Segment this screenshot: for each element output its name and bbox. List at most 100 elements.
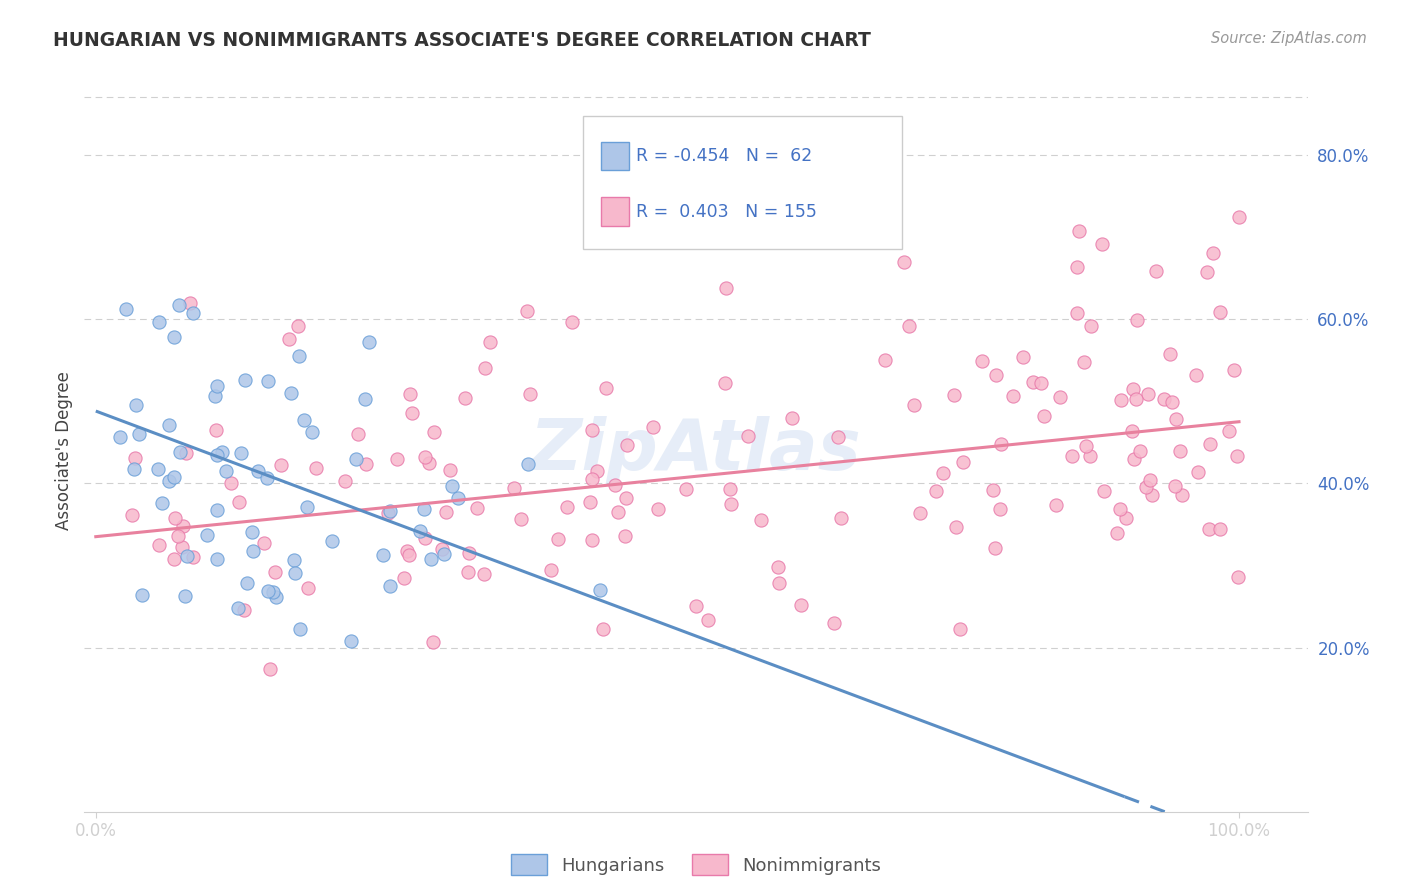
Point — [1115, 511, 1137, 525]
Point — [942, 388, 965, 402]
Point — [183, 550, 205, 565]
Point — [595, 381, 617, 395]
Point — [1062, 449, 1084, 463]
Point — [169, 445, 191, 459]
Point — [157, 417, 180, 432]
Point — [766, 559, 789, 574]
Point — [176, 549, 198, 564]
Point — [1218, 424, 1240, 438]
Point — [540, 563, 562, 577]
Point — [1001, 389, 1024, 403]
Point — [398, 387, 420, 401]
Point — [1066, 260, 1088, 274]
Point — [1128, 444, 1150, 458]
Y-axis label: Associate's Degree: Associate's Degree — [55, 371, 73, 530]
Point — [413, 450, 436, 464]
Point — [1137, 387, 1160, 401]
Point — [519, 387, 541, 401]
Point — [433, 548, 456, 562]
Point — [297, 500, 319, 514]
Point — [1164, 479, 1187, 493]
Point — [737, 429, 759, 443]
Point — [1073, 355, 1095, 369]
Point — [1049, 390, 1071, 404]
Point — [233, 373, 256, 387]
Point — [581, 423, 603, 437]
Point — [259, 662, 281, 676]
Point — [614, 529, 637, 543]
Point — [516, 304, 538, 318]
Point — [287, 318, 309, 333]
Point — [1226, 570, 1249, 584]
Point — [284, 566, 307, 581]
Point — [422, 425, 444, 440]
Point — [378, 579, 401, 593]
Point — [148, 314, 170, 328]
Point — [157, 475, 180, 489]
Point — [1140, 488, 1163, 502]
Point — [581, 472, 603, 486]
Point — [585, 464, 607, 478]
Point — [242, 543, 264, 558]
Point — [359, 334, 381, 349]
Point — [1164, 412, 1187, 426]
Point — [262, 585, 284, 599]
Point — [1078, 450, 1101, 464]
Point — [1109, 392, 1132, 407]
Point — [439, 462, 461, 476]
Point — [641, 420, 664, 434]
Point — [1125, 392, 1147, 407]
Point — [1226, 449, 1249, 463]
Point — [1105, 526, 1128, 541]
Point — [131, 588, 153, 602]
Point — [616, 437, 638, 451]
Point — [1144, 263, 1167, 277]
Point — [685, 599, 707, 614]
Point — [547, 532, 569, 546]
Point — [1227, 210, 1250, 224]
Point — [396, 543, 419, 558]
Point — [434, 505, 457, 519]
Point — [903, 398, 925, 412]
Point — [925, 484, 948, 499]
Point — [981, 483, 1004, 497]
Point — [517, 457, 540, 471]
Point — [163, 551, 186, 566]
Point — [675, 482, 697, 496]
Point — [1209, 305, 1232, 319]
Point — [592, 622, 614, 636]
Point — [1080, 319, 1102, 334]
Point — [354, 457, 377, 471]
Point — [1168, 444, 1191, 458]
Point — [128, 427, 150, 442]
Text: R = -0.454   N =  62: R = -0.454 N = 62 — [637, 147, 813, 165]
Point — [181, 306, 204, 320]
Point — [1223, 363, 1246, 377]
Point — [1092, 484, 1115, 499]
Point — [830, 510, 852, 524]
Point — [952, 455, 974, 469]
Point — [335, 474, 357, 488]
Point — [1153, 392, 1175, 406]
Point — [413, 531, 436, 545]
Point — [465, 501, 488, 516]
Point — [398, 548, 420, 562]
Point — [768, 575, 790, 590]
Text: R =  0.403   N = 155: R = 0.403 N = 155 — [637, 202, 817, 220]
Point — [401, 406, 423, 420]
Legend: Hungarians, Nonimmigrants: Hungarians, Nonimmigrants — [503, 847, 889, 882]
Point — [1012, 350, 1035, 364]
Text: HUNGARIAN VS NONIMMIGRANTS ASSOCIATE'S DEGREE CORRELATION CHART: HUNGARIAN VS NONIMMIGRANTS ASSOCIATE'S D… — [53, 31, 872, 50]
Text: ZipAtlas: ZipAtlas — [530, 416, 862, 485]
Point — [1159, 347, 1181, 361]
Point — [1022, 375, 1045, 389]
Point — [986, 368, 1008, 382]
Point — [749, 513, 772, 527]
Point — [266, 590, 288, 604]
Point — [263, 565, 285, 579]
Point — [714, 281, 737, 295]
Point — [162, 330, 184, 344]
Point — [720, 496, 742, 510]
Point — [697, 613, 720, 627]
Point — [557, 500, 579, 515]
